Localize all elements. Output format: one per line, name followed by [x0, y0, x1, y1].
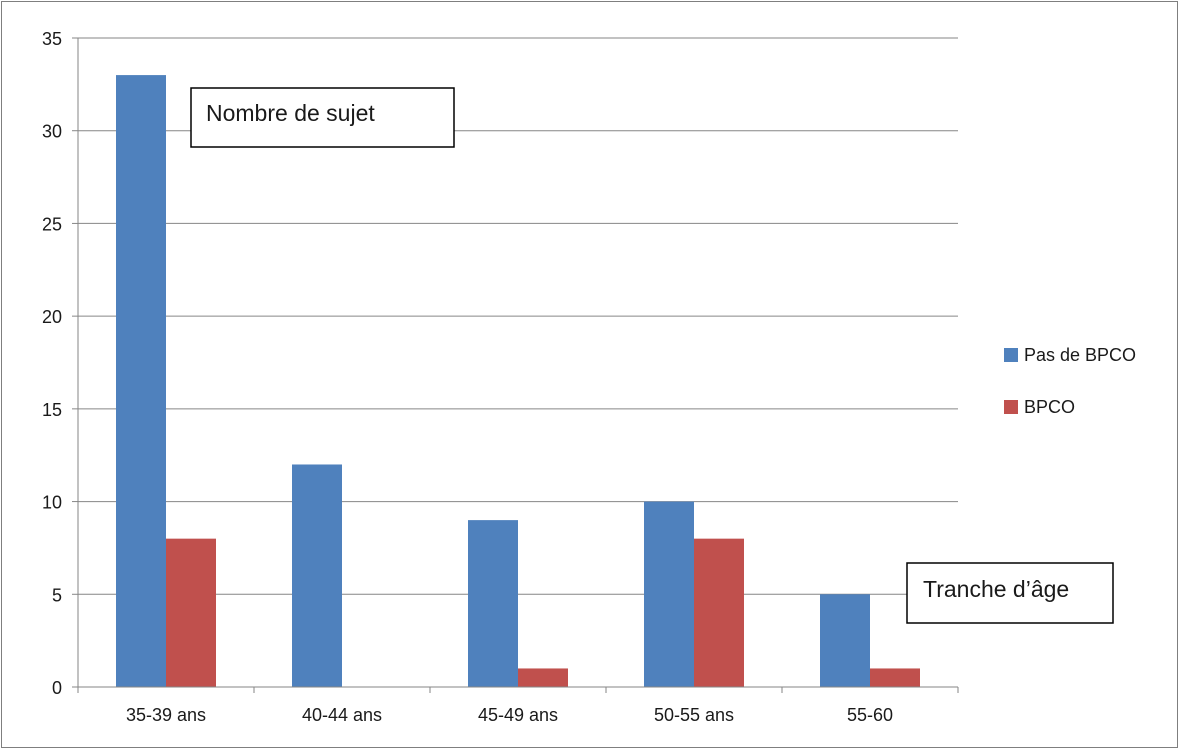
x-category-label-45-49-ans: 45-49 ans [478, 705, 558, 725]
bar-pas-de-bpco-55-60 [820, 594, 870, 687]
bar-bpco-55-60 [870, 668, 920, 687]
x-category-label-55-60: 55-60 [847, 705, 893, 725]
legend: Pas de BPCO BPCO [1004, 345, 1136, 417]
legend-label-bpco: BPCO [1024, 397, 1075, 417]
bars [116, 75, 920, 688]
y-tick-label-10: 10 [42, 493, 62, 513]
legend-swatch-bpco [1004, 400, 1018, 414]
y-tick-label-0: 0 [52, 678, 62, 698]
bar-bpco-50-55-ans [694, 538, 744, 687]
annotation-tranche-d-age-text: Tranche d’âge [923, 576, 1069, 602]
y-tick-label-15: 15 [42, 400, 62, 420]
x-category-label-40-44-ans: 40-44 ans [302, 705, 382, 725]
y-tick-label-25: 25 [42, 214, 62, 234]
bar-bpco-45-49-ans [518, 668, 568, 687]
bar-pas-de-bpco-35-39-ans [116, 75, 166, 688]
y-tick-label-35: 35 [42, 29, 62, 49]
axes: 0 5 10 15 20 25 30 35 35-39 ans 40-44 ans 45-49 an… [42, 29, 959, 725]
legend-swatch-pas-de-bpco [1004, 348, 1018, 362]
annotation-tranche-d-age: Tranche d’âge [906, 562, 1114, 624]
x-category-label-50-55-ans: 50-55 ans [654, 705, 734, 725]
y-tick-label-30: 30 [42, 122, 62, 142]
gridlines [78, 37, 958, 595]
annotation-nombre-de-sujet-text: Nombre de sujet [206, 100, 375, 126]
legend-label-pas-de-bpco: Pas de BPCO [1024, 345, 1136, 365]
bar-pas-de-bpco-50-55-ans [644, 501, 694, 687]
y-tick-label-5: 5 [52, 585, 62, 605]
x-category-label-35-39-ans: 35-39 ans [126, 705, 206, 725]
bar-pas-de-bpco-40-44-ans [292, 464, 342, 687]
y-tick-label-20: 20 [42, 307, 62, 327]
annotation-nombre-de-sujet: Nombre de sujet [190, 87, 455, 148]
bar-bpco-35-39-ans [166, 538, 216, 687]
bar-pas-de-bpco-45-49-ans [468, 520, 518, 687]
